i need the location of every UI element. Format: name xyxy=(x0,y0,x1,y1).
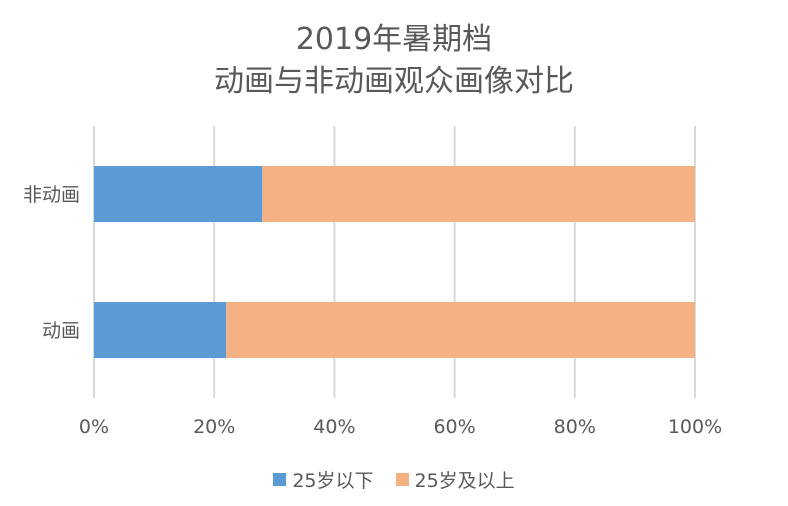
legend-swatch-under-25 xyxy=(273,473,287,486)
x-tick-label: 100% xyxy=(668,416,722,438)
legend-label-25-and-over: 25岁及以上 xyxy=(414,470,515,492)
chart-title-line-1: 2019年暑期档 xyxy=(295,22,493,57)
legend-swatch-25-and-over xyxy=(395,473,409,486)
legend-item-25-and-over: 25岁及以上 xyxy=(395,466,515,493)
x-tick-label: 40% xyxy=(313,416,355,438)
bar-segment xyxy=(94,302,227,358)
x-tick-label: 80% xyxy=(554,416,596,438)
bar-segment xyxy=(226,302,695,358)
legend: 25岁以下 25岁及以上 xyxy=(0,466,788,493)
x-tick-label: 20% xyxy=(193,416,235,438)
legend-label-under-25: 25岁以下 xyxy=(292,470,374,492)
legend-item-under-25: 25岁以下 xyxy=(273,466,374,493)
x-tick-label: 60% xyxy=(433,416,475,438)
y-category-label: 动画 xyxy=(42,320,80,342)
chart-title-line-2: 动画与非动画观众画像对比 xyxy=(214,64,574,99)
bar-segment xyxy=(94,166,263,222)
x-tick-label: 0% xyxy=(79,416,109,438)
bar-segment xyxy=(262,166,695,222)
y-category-label: 非动画 xyxy=(23,184,80,206)
